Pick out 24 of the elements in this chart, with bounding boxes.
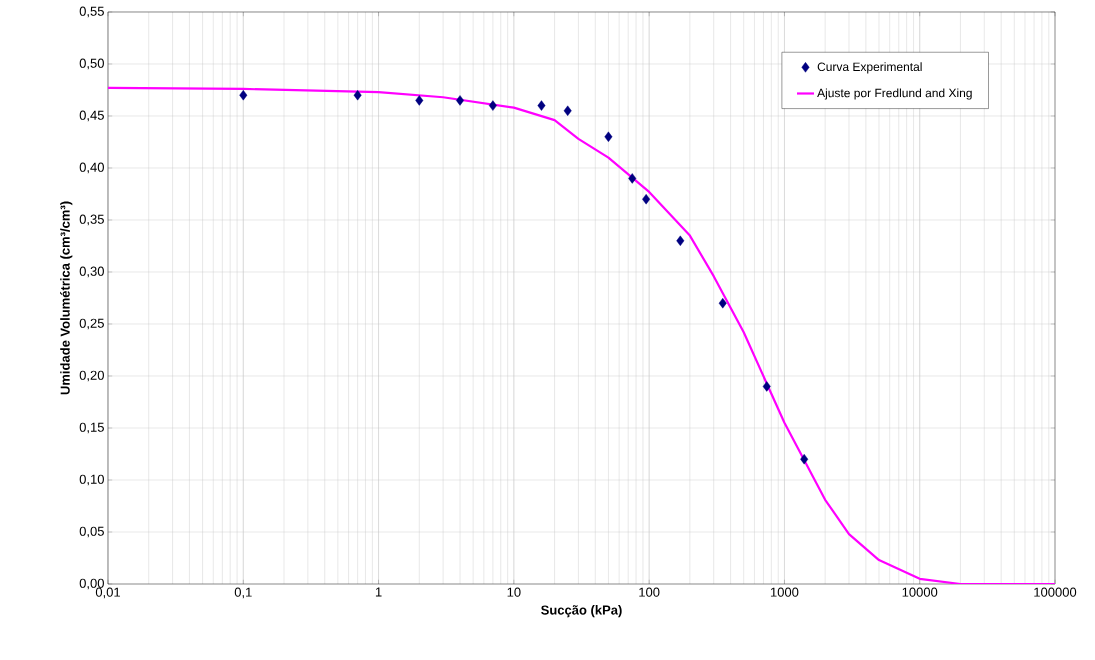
y-axis-title: Umidade Volumétrica (cm³/cm³) (60, 201, 73, 395)
y-tick-label: 0,45 (79, 110, 104, 122)
x-tick-label: 1 (375, 587, 382, 597)
y-tick-label: 0,40 (79, 162, 104, 174)
legend-label: Ajuste por Fredlund and Xing (817, 88, 972, 100)
y-tick-label: 0,05 (79, 526, 104, 538)
y-tick-label: 0,15 (79, 422, 104, 434)
x-tick-label: 0,1 (234, 587, 252, 599)
x-tick-label: 10 (507, 587, 521, 597)
y-tick-label: 0,55 (79, 6, 104, 18)
y-tick-label: 0,25 (79, 318, 104, 330)
y-tick-label: 0,30 (79, 266, 104, 278)
x-tick-label: 1000 (770, 587, 799, 597)
x-tick-label: 100000 (1034, 587, 1077, 597)
x-tick-label: 10000 (902, 587, 938, 597)
legend-label: Curva Experimental (817, 62, 922, 74)
x-axis-title: Sucção (kPa) (541, 605, 622, 618)
y-tick-label: 0,00 (79, 578, 104, 590)
y-tick-label: 0,20 (79, 370, 104, 382)
y-tick-label: 0,10 (79, 474, 104, 486)
x-tick-label: 100 (639, 587, 660, 597)
y-tick-label: 0,50 (79, 58, 104, 70)
y-tick-label: 0,35 (79, 214, 104, 226)
x-tick-label: 0,01 (95, 587, 121, 599)
